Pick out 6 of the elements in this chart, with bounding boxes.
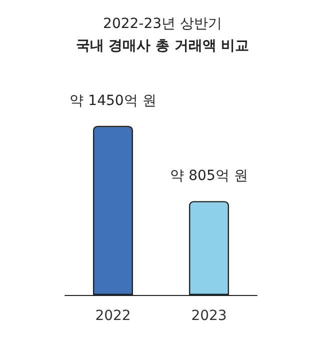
data-label: 약 805억 원 bbox=[170, 168, 248, 184]
chart-title: 2022-23년 상반기 bbox=[103, 16, 222, 32]
chart-subtitle: 국내 경매사 총 거래액 비교 bbox=[76, 38, 250, 54]
x-tick-label: 2023 bbox=[191, 308, 227, 324]
data-label: 약 1450억 원 bbox=[70, 92, 156, 109]
x-tick-label: 2022 bbox=[95, 308, 131, 324]
